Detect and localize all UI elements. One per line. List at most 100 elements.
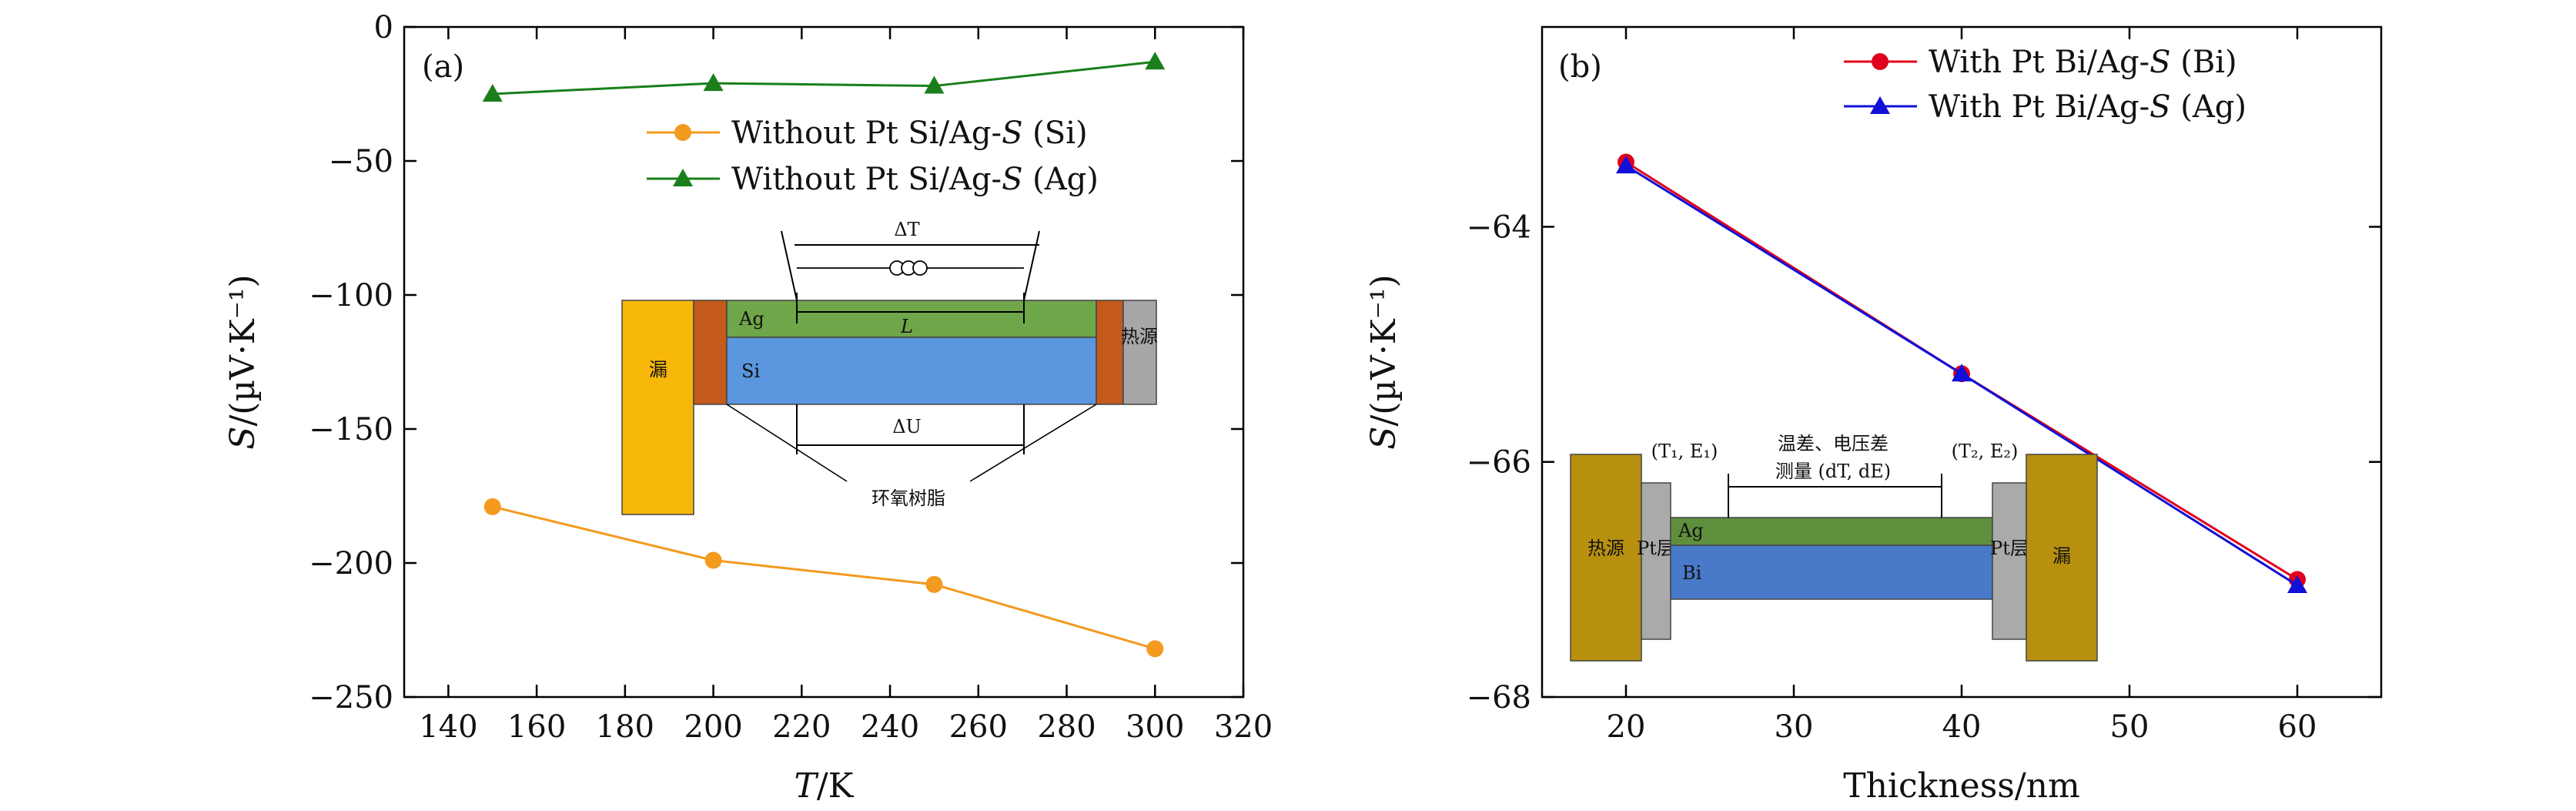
- bi-label-b: Bi: [1682, 562, 1702, 584]
- legend-marker-b-bi: [1872, 53, 1889, 70]
- legend-item-a-ag: Without Pt Si/Ag-S (Ag): [647, 162, 1099, 197]
- x-tick-label-b-40: 40: [1942, 709, 1982, 745]
- sink-label-b: 漏: [2052, 545, 2071, 567]
- panel-a: 140 160 180 200 220 240 260 280 300 320 0 −50 −100 −1…: [223, 10, 1273, 806]
- contact-label-left-b: (T₁, E₁): [1651, 441, 1718, 462]
- source-block-a: [1122, 300, 1157, 405]
- x-axis-label-b: Thickness/nm: [1843, 766, 2079, 806]
- x-tick-label-a-260: 260: [949, 709, 1008, 745]
- panel-b: 20 30 40 50 60 −64 −66 −68 (b) Thickness/nm S/(…: [1364, 25, 2383, 806]
- y-tick-label-b-1: −66: [1467, 445, 1531, 481]
- ag-layer-b: [1670, 517, 1993, 546]
- x-tick-label-a-320: 320: [1214, 709, 1273, 745]
- axis-ticks-b: 20 30 40 50 60 −64 −66 −68: [1467, 27, 2381, 745]
- data-point-a-1-0: [482, 84, 503, 102]
- si-layer-a: [726, 337, 1097, 405]
- plot-frame-a: [403, 25, 1245, 699]
- series-line-a-0: [492, 505, 1156, 650]
- x-axis-label-a: T/K: [794, 766, 854, 806]
- x-tick-label-a-160: 160: [507, 709, 566, 745]
- pt-label-right-b: Pt层: [1990, 538, 2029, 559]
- source-label-a: 热源: [1121, 326, 1158, 347]
- x-tick-label-a-180: 180: [596, 709, 654, 745]
- series-line-a-1: [492, 60, 1156, 96]
- epoxy-pointer-left-a: [726, 404, 848, 482]
- si-label-a: Si: [741, 360, 760, 382]
- epoxy-label-a: 环氧树脂: [871, 488, 945, 509]
- data-point-a-0-2: [925, 575, 943, 593]
- legend-marker-b-ag: [1870, 96, 1890, 114]
- contact-left-a: [693, 300, 728, 405]
- legend-marker-a-si: [674, 124, 691, 141]
- sink-block-b: [2026, 454, 2098, 662]
- y-tick-label-a-2: −100: [309, 278, 393, 313]
- contact-label-right-b: (T₂, E₂): [1952, 441, 2019, 462]
- data-point-b-1-2: [2287, 575, 2307, 593]
- y-axis-label-a: S/(µV·K⁻¹): [223, 274, 263, 449]
- delta-t-label-a: ΔT: [894, 219, 919, 240]
- length-label-a: L: [900, 316, 913, 337]
- pt-layer-left-b: [1641, 482, 1671, 640]
- legend-text-a-ag: Without Pt Si/Ag-S (Ag): [731, 162, 1099, 197]
- y-tick-label-a-4: −200: [309, 546, 393, 581]
- y-tick-label-a-0: 0: [374, 10, 393, 45]
- y-axis-label-b: S/(µV·K⁻¹): [1364, 274, 1403, 449]
- inset-schematic-b: 热源 Pt层 Ag Bi Pt层 漏 (T₁, E₁) (T₂, E₂) 温差、…: [1570, 433, 2098, 662]
- y-tick-label-a-1: −50: [329, 144, 393, 179]
- ag-label-b: Ag: [1678, 520, 1704, 541]
- legend-b: With Pt Bi/Ag-S (Bi) With Pt Bi/Ag-S (Ag…: [1844, 45, 2246, 125]
- x-tick-label-b-50: 50: [2110, 709, 2149, 745]
- delta-t-right-lead-a: [1023, 230, 1040, 301]
- data-point-a-0-3: [1146, 640, 1164, 658]
- x-tick-label-a-200: 200: [684, 709, 742, 745]
- measure-label-line1-b: 温差、电压差: [1778, 433, 1889, 454]
- data-point-b-1-1: [1952, 364, 1972, 382]
- axis-ticks-a: 140 160 180 200 220 240 260 280 300 320 0 −50 −100 −1…: [309, 10, 1273, 745]
- panel-label-b: (b): [1558, 49, 1602, 85]
- x-tick-label-b-30: 30: [1775, 709, 1814, 745]
- legend-item-b-ag: With Pt Bi/Ag-S (Ag): [1844, 89, 2246, 125]
- legend-item-b-bi: With Pt Bi/Ag-S (Bi): [1844, 45, 2237, 80]
- contact-right-a: [1096, 300, 1124, 405]
- legend-text-a-si: Without Pt Si/Ag-S (Si): [731, 116, 1088, 151]
- x-tick-label-a-280: 280: [1037, 709, 1096, 745]
- epoxy-pointer-right-a: [969, 404, 1097, 482]
- sink-label-a: 漏: [649, 359, 667, 380]
- source-label-b: 热源: [1587, 538, 1624, 559]
- x-tick-label-a-300: 300: [1126, 709, 1184, 745]
- ag-label-a: Ag: [738, 308, 764, 330]
- legend-item-a-si: Without Pt Si/Ag-S (Si): [647, 116, 1088, 151]
- heater-coil-icon: [889, 260, 928, 276]
- series-b: [1616, 153, 2307, 593]
- x-tick-label-b-60: 60: [2278, 709, 2317, 745]
- data-point-a-1-1: [703, 73, 724, 92]
- inset-schematic-a: 漏 热源 Ag Si L ΔT: [621, 219, 1158, 515]
- data-point-a-1-2: [924, 75, 945, 94]
- legend-text-b-ag: With Pt Bi/Ag-S (Ag): [1929, 89, 2246, 125]
- y-tick-label-a-3: −150: [309, 412, 393, 447]
- delta-u-label-a: ΔU: [892, 416, 922, 437]
- source-block-b: [1570, 454, 1642, 662]
- pt-layer-right-b: [1992, 482, 2027, 640]
- x-tick-label-a-240: 240: [861, 709, 919, 745]
- y-tick-label-a-5: −250: [309, 680, 393, 715]
- data-point-a-0-0: [483, 498, 501, 515]
- sink-block-a: [621, 300, 694, 515]
- y-tick-label-b-2: −68: [1467, 680, 1531, 715]
- data-point-b-1-0: [1616, 156, 1636, 174]
- x-tick-label-a-220: 220: [772, 709, 831, 745]
- x-tick-label-b-20: 20: [1607, 709, 1646, 745]
- legend-text-b-bi: With Pt Bi/Ag-S (Bi): [1929, 45, 2237, 80]
- bi-layer-b: [1670, 545, 1993, 600]
- delta-t-left-lead-a: [781, 230, 798, 301]
- data-point-a-1-3: [1145, 52, 1166, 70]
- panel-label-a: (a): [422, 49, 464, 85]
- x-tick-label-a-140: 140: [419, 709, 477, 745]
- legend-marker-a-ag: [673, 169, 693, 186]
- pt-label-left-b: Pt层: [1637, 538, 1675, 559]
- legend-a: Without Pt Si/Ag-S (Si) Without Pt Si/Ag…: [647, 116, 1099, 197]
- series-a: [482, 52, 1166, 658]
- data-point-a-0-1: [704, 551, 722, 569]
- y-tick-label-b-0: −64: [1467, 209, 1531, 245]
